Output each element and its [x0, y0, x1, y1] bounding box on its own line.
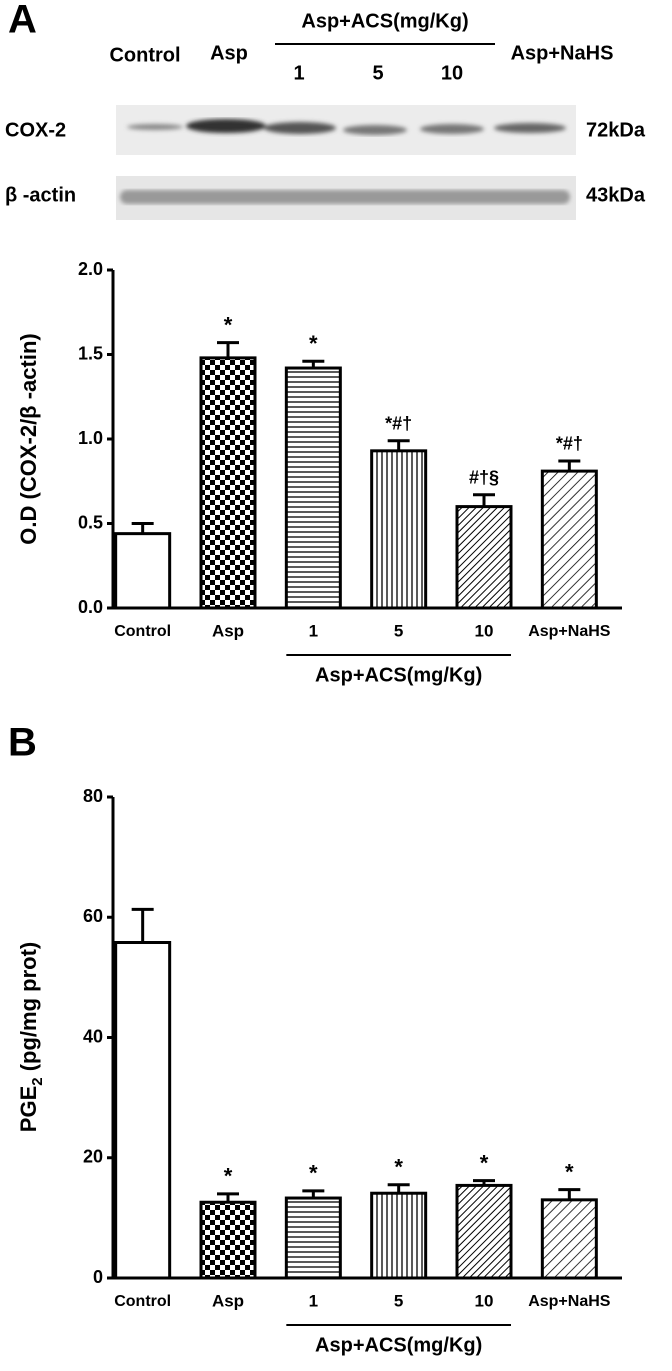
lane-label: 5 — [372, 62, 383, 84]
x-tick-label: 10 — [475, 1291, 494, 1310]
bands — [120, 190, 570, 204]
significance-label: * — [565, 1159, 574, 1184]
bar — [114, 941, 172, 1280]
y-axis-label-part: 2 — [29, 1077, 46, 1085]
bar — [370, 1191, 428, 1280]
blot-protein: COX-2 — [5, 119, 66, 141]
x-tick-label: Asp+NaHS — [528, 623, 611, 640]
y-tick-label: 0.5 — [78, 512, 103, 532]
significance-label: *#† — [556, 434, 583, 454]
bar — [199, 356, 257, 610]
bar — [455, 1183, 513, 1280]
bar — [540, 1198, 598, 1280]
x-tick-label: Control — [114, 623, 171, 640]
bar — [199, 1200, 257, 1280]
y-axis-label-part: PGE — [16, 1086, 41, 1132]
significance-label: * — [394, 1155, 403, 1180]
bar — [370, 449, 428, 610]
significance-label: * — [224, 1164, 233, 1189]
significance-label: *#† — [385, 413, 412, 433]
x-tick-label: 1 — [309, 621, 318, 640]
lane-label: Asp+NaHS — [511, 42, 614, 64]
y-tick-label: 40 — [83, 1026, 103, 1046]
group-label: Asp+ACS(mg/Kg) — [315, 1334, 482, 1356]
x-tick-label: 1 — [309, 1291, 318, 1310]
lane-label: 1 — [293, 62, 304, 84]
panel-letter: B — [8, 721, 37, 765]
blot-size: 43kDa — [586, 184, 646, 206]
y-axis-label: PGE2 (pg/mg prot) — [16, 942, 47, 1132]
x-tick-label: 5 — [394, 621, 403, 640]
y-tick-label: 1.0 — [78, 428, 103, 448]
y-tick-label: 20 — [83, 1147, 103, 1167]
bar — [284, 366, 342, 610]
y-tick-label: 0 — [93, 1267, 103, 1287]
y-axis-label-part: (pg/mg prot) — [16, 942, 41, 1078]
y-tick-label: 1.5 — [78, 343, 103, 363]
lane-label: 10 — [441, 62, 463, 84]
y-tick-label: 80 — [83, 786, 103, 806]
bar — [284, 1196, 342, 1280]
y-tick-label: 2.0 — [78, 259, 103, 279]
significance-label: * — [309, 1161, 318, 1186]
lane-label: Control — [109, 44, 180, 66]
bar — [455, 505, 513, 610]
y-axis-label: O.D (COX-2/β -actin) — [16, 333, 41, 544]
bar — [114, 532, 172, 610]
blot-protein: β -actin — [5, 184, 76, 206]
lane-label: Asp — [210, 42, 248, 64]
x-tick-label: 5 — [394, 1291, 403, 1310]
significance-label: * — [480, 1150, 489, 1175]
panel-letter: A — [8, 0, 37, 42]
bar — [540, 469, 598, 610]
y-tick-label: 0.0 — [78, 597, 103, 617]
bands — [127, 119, 566, 135]
x-tick-label: Control — [114, 1293, 171, 1310]
significance-label: * — [309, 331, 318, 356]
x-tick-label: Asp+NaHS — [528, 1293, 611, 1310]
x-tick-label: 10 — [475, 621, 494, 640]
significance-label: #†§ — [469, 468, 499, 488]
blot-size: 72kDa — [586, 119, 646, 141]
lane-group: Asp+ACS(mg/Kg) — [301, 10, 468, 32]
y-tick-label: 60 — [83, 906, 103, 926]
x-tick-label: Asp — [212, 1291, 244, 1310]
x-tick-label: Asp — [212, 621, 244, 640]
significance-label: * — [224, 312, 233, 337]
group-label: Asp+ACS(mg/Kg) — [315, 664, 482, 686]
